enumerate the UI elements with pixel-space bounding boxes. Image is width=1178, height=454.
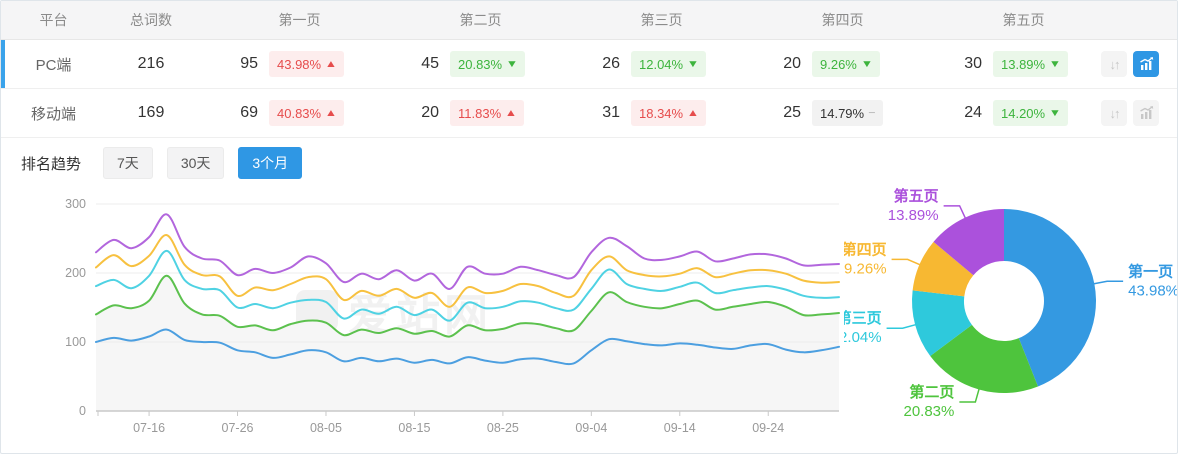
trend-arrow-icon: ▼ bbox=[1048, 107, 1062, 119]
svg-text:13.89%: 13.89% bbox=[888, 207, 939, 224]
page5-trend-badge: 13.89% ▼ bbox=[993, 51, 1068, 77]
page1-count: 69 bbox=[240, 104, 258, 121]
svg-text:08-05: 08-05 bbox=[310, 421, 342, 435]
trend-arrow-icon: − bbox=[868, 107, 876, 119]
svg-text:07-16: 07-16 bbox=[133, 421, 165, 435]
page5-count: 24 bbox=[964, 104, 982, 121]
page2-count: 20 bbox=[421, 104, 439, 121]
trend-arrow-icon: ▲ bbox=[324, 58, 338, 70]
col-header-platform: 平台 bbox=[39, 12, 68, 28]
page1-trend-badge: 40.83% ▲ bbox=[269, 100, 344, 126]
page3-trend-badge: 12.04% ▼ bbox=[631, 51, 706, 77]
trend-arrow-icon: ▲ bbox=[324, 107, 338, 119]
bar-chart-trend-icon bbox=[1139, 57, 1153, 70]
svg-text:08-25: 08-25 bbox=[487, 421, 519, 435]
page5-cell: 30 13.89% ▼ bbox=[920, 51, 1101, 77]
svg-text:09-14: 09-14 bbox=[664, 421, 696, 435]
trend-section-title: 排名趋势 bbox=[21, 155, 82, 173]
tab-7-days[interactable]: 7天 bbox=[103, 147, 153, 179]
sort-updown-button[interactable]: ↓↑ bbox=[1101, 51, 1127, 77]
svg-text:09-04: 09-04 bbox=[575, 421, 607, 435]
svg-text:200: 200 bbox=[65, 266, 86, 280]
svg-text:0: 0 bbox=[79, 404, 86, 418]
col-header-page4: 第四页 bbox=[821, 12, 864, 28]
page1-cell: 69 40.83% ▲ bbox=[196, 100, 377, 126]
trend-arrow-icon: ▼ bbox=[1048, 58, 1062, 70]
trend-arrow-icon: ▲ bbox=[504, 107, 518, 119]
bar-chart-trend-icon bbox=[1139, 106, 1153, 119]
trend-arrow-icon: ▼ bbox=[686, 58, 700, 70]
platform-label: 移动端 bbox=[30, 105, 76, 123]
table-header-row: 平台 总词数 第一页 第二页 第三页 第四页 第五页 bbox=[1, 1, 1177, 40]
page1-count: 95 bbox=[240, 55, 258, 72]
page1-trend-badge: 43.98% ▲ bbox=[269, 51, 344, 77]
svg-text:20.83%: 20.83% bbox=[903, 403, 954, 420]
col-header-total-words: 总词数 bbox=[130, 12, 172, 28]
platform-label: PC端 bbox=[35, 56, 72, 74]
page3-cell: 26 12.04% ▼ bbox=[558, 51, 739, 77]
table-row-pc[interactable]: PC端 216 95 43.98% ▲ 45 20.83% ▼ 26 12.04% ▼… bbox=[1, 40, 1177, 89]
page3-trend-badge: 18.34% ▲ bbox=[631, 100, 706, 126]
table-row-mobile[interactable]: 移动端 169 69 40.83% ▲ 20 11.83% ▲ 31 18.34% ▲… bbox=[1, 89, 1177, 138]
page4-count: 25 bbox=[783, 104, 801, 121]
page5-trend-badge: 14.20% ▼ bbox=[993, 100, 1068, 126]
page2-trend-badge: 20.83% ▼ bbox=[450, 51, 525, 77]
rank-trend-line-chart[interactable]: 0 100 200 300 07-16 07-26 08-05 08-15 08-25 09-04… bbox=[19, 189, 841, 453]
row-actions: ↓↑ bbox=[1101, 100, 1177, 126]
page2-count: 45 bbox=[421, 55, 439, 72]
trend-section-header: 排名趋势 7天 30天 3个月 bbox=[1, 138, 1177, 188]
svg-text:300: 300 bbox=[65, 197, 86, 211]
page5-cell: 24 14.20% ▼ bbox=[920, 100, 1101, 126]
svg-text:第一页: 第一页 bbox=[1128, 262, 1173, 280]
trend-arrow-icon: ▲ bbox=[686, 107, 700, 119]
page4-cell: 20 9.26% ▼ bbox=[739, 51, 920, 77]
page2-cell: 20 11.83% ▲ bbox=[377, 100, 558, 126]
svg-text:43.98%: 43.98% bbox=[1128, 282, 1177, 299]
svg-text:07-26: 07-26 bbox=[222, 421, 254, 435]
page3-count: 26 bbox=[602, 55, 620, 72]
page1-cell: 95 43.98% ▲ bbox=[196, 51, 377, 77]
row-actions: ↓↑ bbox=[1101, 51, 1177, 77]
page4-count: 20 bbox=[783, 55, 801, 72]
show-trend-chart-button[interactable] bbox=[1133, 100, 1159, 126]
svg-text:第三页: 第三页 bbox=[844, 309, 882, 327]
tab-30-days[interactable]: 30天 bbox=[166, 147, 225, 179]
svg-text:12.04%: 12.04% bbox=[844, 329, 882, 346]
tab-3-months[interactable]: 3个月 bbox=[238, 147, 303, 179]
page4-cell: 25 14.79% − bbox=[739, 100, 920, 126]
page4-trend-badge: 14.79% − bbox=[812, 100, 883, 126]
page2-trend-badge: 11.83% ▲ bbox=[450, 100, 525, 126]
total-words-value: 216 bbox=[137, 55, 165, 72]
svg-text:第四页: 第四页 bbox=[844, 240, 887, 258]
trend-arrow-icon: ▼ bbox=[860, 58, 874, 70]
page4-trend-badge: 9.26% ▼ bbox=[812, 51, 880, 77]
page5-count: 30 bbox=[964, 55, 982, 72]
svg-text:第二页: 第二页 bbox=[909, 383, 954, 401]
svg-text:100: 100 bbox=[65, 335, 86, 349]
total-words-value: 169 bbox=[137, 104, 165, 121]
svg-text:08-15: 08-15 bbox=[398, 421, 430, 435]
sort-updown-button[interactable]: ↓↑ bbox=[1101, 100, 1127, 126]
svg-text:09-24: 09-24 bbox=[752, 421, 784, 435]
svg-text:第五页: 第五页 bbox=[894, 187, 939, 205]
trend-arrow-icon: ▼ bbox=[505, 58, 519, 70]
page3-count: 31 bbox=[602, 104, 620, 121]
page3-cell: 31 18.34% ▲ bbox=[558, 100, 739, 126]
col-header-page5: 第五页 bbox=[1002, 12, 1045, 28]
svg-text:9.26%: 9.26% bbox=[844, 260, 887, 277]
page-distribution-donut-chart[interactable]: 第一页 43.98% 第二页 20.83% 第三页 12.04% 第四页 9.26% 第五页 13… bbox=[831, 176, 1177, 453]
col-header-page1: 第一页 bbox=[278, 12, 321, 28]
col-header-page2: 第二页 bbox=[459, 12, 502, 28]
show-trend-chart-button[interactable] bbox=[1133, 51, 1159, 77]
page2-cell: 45 20.83% ▼ bbox=[377, 51, 558, 77]
col-header-page3: 第三页 bbox=[640, 12, 683, 28]
